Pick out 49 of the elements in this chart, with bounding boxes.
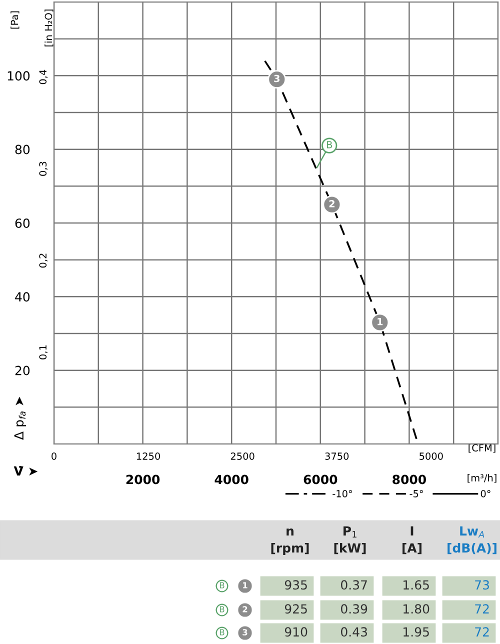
category-label: B 2 <box>220 606 248 612</box>
annotation: 3 <box>274 74 280 82</box>
category-label: n [rpm] <box>271 528 309 556</box>
category-label: I [A] <box>402 526 422 554</box>
x2-tick-label: 2500 <box>230 452 254 460</box>
text: 73 <box>475 580 489 590</box>
category-label: P$_{1}$ [kW] <box>334 526 366 554</box>
y-axis-title: [Pa] <box>10 11 20 29</box>
y2-tick-label: 0,2 <box>39 254 48 268</box>
text: 0.39 <box>340 604 368 614</box>
category-label: B 3 <box>220 629 248 636</box>
y-tick-label: 40 <box>15 292 30 302</box>
text: 925 <box>284 604 307 614</box>
x-tick-label: 4000 <box>214 474 248 484</box>
x2-tick-label: 0 <box>52 452 56 460</box>
y2-tick-label: 0,3 <box>39 162 48 176</box>
category-label: B 1 <box>220 582 248 588</box>
text: 935 <box>284 580 307 590</box>
annotation: 2 <box>329 200 334 208</box>
category-label: Lw$_{A}$ [dB(A)] <box>448 526 496 554</box>
x-tick-label: 2000 <box>126 474 160 484</box>
legend-label: -5° <box>410 490 423 498</box>
y2-axis-title: [in H₂O] <box>44 10 54 46</box>
text: 910 <box>284 627 308 637</box>
text: V̇ ➤ <box>14 466 38 476</box>
x2-tick-label: 1250 <box>136 452 160 460</box>
x2-tick-label: 3750 <box>325 452 349 460</box>
x2-tick-label: 5000 <box>420 452 443 460</box>
annotation: B <box>326 141 332 148</box>
legend-label: -10° <box>332 490 352 498</box>
text: 1.95 <box>404 627 429 637</box>
text: 1.80 <box>404 604 430 614</box>
text: 0.37 <box>340 580 367 590</box>
x-axis-title: [m³/h] <box>468 474 496 483</box>
y2-tick-label: 0,4 <box>39 70 48 84</box>
text: 72 <box>475 627 489 636</box>
annotation: 1 <box>378 318 383 326</box>
text: 72 <box>475 604 489 614</box>
text: 1.65 <box>404 580 429 590</box>
x-tick-label: 8000 <box>392 474 426 484</box>
y-tick-label: 80 <box>15 144 30 154</box>
y2-tick-label: 0,1 <box>39 345 48 360</box>
y-tick-label: 100 <box>8 71 30 81</box>
text: 0.43 <box>340 627 367 637</box>
x-tick-label: 6000 <box>304 474 338 484</box>
y-tick-label: 60 <box>15 218 30 228</box>
text: Δ p$_{fa}$ ➤ <box>14 396 26 440</box>
legend-label: 0° <box>480 490 490 498</box>
y-tick-label: 20 <box>15 366 30 376</box>
